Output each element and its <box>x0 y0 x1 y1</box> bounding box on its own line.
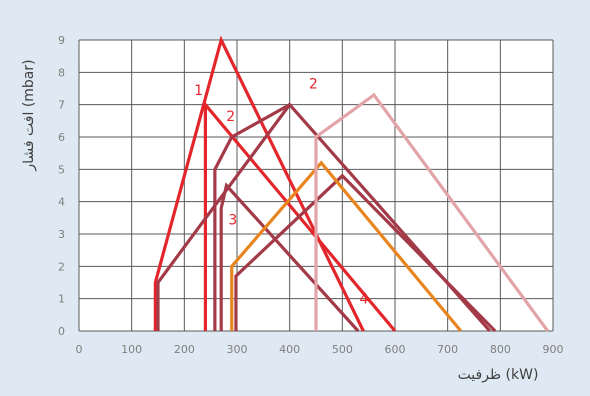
ticks: 0 100 200 300 400 500 600 700 800 900 0 1 2 3 4 5 6 7 8 9 <box>58 34 564 356</box>
y-tick-label: 4 <box>58 196 65 209</box>
series-line-5 <box>219 182 360 333</box>
x-tick-label: 900 <box>543 343 564 356</box>
series-line-2 <box>203 100 397 333</box>
x-tick-label: 800 <box>490 343 511 356</box>
series-line-8 <box>314 92 550 332</box>
x-tick-label: 0 <box>76 343 83 356</box>
curve-label: 2 <box>226 109 235 125</box>
y-axis-title: افت فشار (mbar) <box>21 59 37 171</box>
x-tick-label: 300 <box>227 343 248 356</box>
x-tick-label: 600 <box>385 343 406 356</box>
y-tick-label: 8 <box>58 66 65 79</box>
y-tick-label: 0 <box>58 325 65 338</box>
x-tick-label: 500 <box>332 343 353 356</box>
curve-label: 4 <box>359 292 368 308</box>
series-group <box>153 35 550 333</box>
series-line-6 <box>234 173 497 333</box>
annotations: 1 2 2 3 4 <box>194 77 368 308</box>
x-tick-label: 400 <box>279 343 300 356</box>
x-tick-label: 200 <box>174 343 195 356</box>
y-tick-label: 1 <box>58 293 65 306</box>
series-line-4 <box>213 103 291 331</box>
y-tick-label: 5 <box>58 163 65 176</box>
series-line-7 <box>230 160 463 333</box>
y-tick-label: 9 <box>58 34 65 47</box>
y-tick-label: 6 <box>58 131 65 144</box>
curve-label: 3 <box>228 212 237 228</box>
x-tick-label: 100 <box>121 343 142 356</box>
y-tick-label: 7 <box>58 99 65 112</box>
x-axis-title: ظرفیت (kW) <box>458 367 539 383</box>
curve-label: 1 <box>194 83 203 99</box>
series-line-1 <box>153 35 365 332</box>
curve-label: 2 <box>309 77 318 93</box>
y-tick-label: 2 <box>58 260 65 273</box>
x-tick-label: 700 <box>437 343 458 356</box>
y-tick-label: 3 <box>58 228 65 241</box>
